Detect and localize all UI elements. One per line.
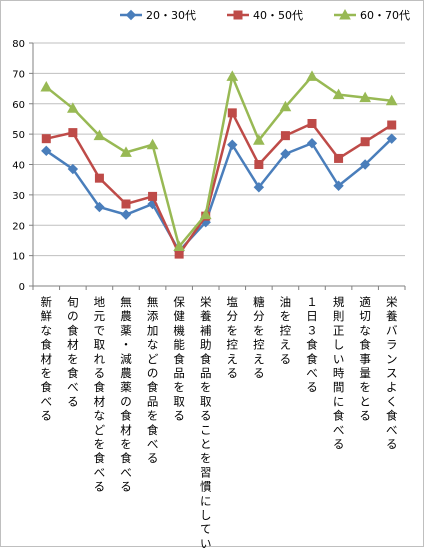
data-point (385, 94, 398, 106)
y-tick-label: 0 (19, 282, 25, 293)
legend-label: 60・70代 (360, 9, 410, 22)
data-point (173, 240, 185, 252)
data-point (94, 201, 105, 213)
data-point (280, 131, 290, 141)
legend-item: 60・70代 (334, 8, 410, 22)
data-point (333, 180, 344, 191)
data-point (120, 146, 132, 157)
legend-item: 40・50代 (227, 9, 303, 22)
data-point (386, 133, 397, 144)
x-tick-label: 栄養補助食品を取ることを習慣にしている (200, 295, 212, 549)
data-point (146, 138, 159, 150)
legend: 20・30代 40・50代 60・70代 (120, 8, 410, 22)
data-point (121, 199, 131, 209)
x-tick-label: 糖分を控える (253, 295, 265, 380)
y-tick-label: 40 (12, 161, 25, 172)
data-point (280, 148, 291, 160)
x-tick-label: １日３食食べる (306, 295, 318, 394)
data-point (332, 88, 345, 100)
data-point (334, 153, 344, 163)
x-tick-label: 新鮮な食材を食べる (41, 295, 53, 423)
series-lines (40, 70, 398, 259)
data-point (253, 134, 265, 145)
x-tick-label: 旬の食材を食べる (67, 295, 79, 408)
x-tick-label: 無農薬・減農薬の食材を食べる (120, 295, 132, 494)
data-point (120, 209, 132, 220)
x-tick-label: 油を控える (280, 295, 292, 366)
x-tick-label: 塩分を控える (227, 295, 239, 380)
data-point (306, 70, 318, 81)
legend-label: 40・50代 (253, 9, 303, 22)
y-tick-label: 60 (12, 100, 25, 111)
data-point (253, 182, 265, 193)
x-tick-label: 無添加などの食品を食べる (147, 295, 159, 465)
y-tick-label: 30 (12, 191, 25, 202)
data-point (67, 163, 79, 175)
series-line-1 (45, 137, 393, 253)
data-point (41, 145, 52, 157)
x-tick-label: 栄養バランスよく食べる (386, 295, 398, 451)
data-point (359, 159, 371, 170)
data-point (68, 128, 78, 138)
legend-label: 20・30代 (146, 9, 196, 22)
data-point (359, 91, 371, 103)
data-point (279, 100, 292, 112)
x-tick-labels: 新鮮な食材を食べる 旬の食材を食べる 地元で取れる食材などを食べる 無農薬・減農薬の食… (41, 295, 398, 549)
y-tick-label: 70 (12, 69, 25, 80)
gridlines (33, 42, 405, 257)
legend-marker (125, 9, 137, 21)
x-tick-label: 適切な食事量をとる (359, 295, 371, 423)
data-point (148, 191, 158, 201)
legend-marker (233, 10, 243, 20)
data-point (387, 120, 397, 130)
data-point (93, 129, 106, 141)
data-point (94, 173, 104, 183)
y-tick-label: 10 (12, 252, 25, 263)
x-tick-label: 保健機能食品を取る (173, 295, 185, 423)
data-point (41, 134, 51, 144)
legend-item: 20・30代 (120, 9, 196, 22)
data-point (174, 249, 184, 259)
data-point (67, 102, 79, 113)
x-tick-label: 地元で取れる食材などを食べる (94, 295, 106, 494)
y-tick-label: 50 (12, 130, 25, 141)
data-point (226, 70, 239, 81)
data-point (199, 208, 212, 220)
data-point (227, 139, 238, 150)
y-tick-label: 20 (12, 221, 25, 232)
legend-marker (339, 8, 351, 20)
data-point (40, 81, 53, 92)
data-point (227, 108, 237, 118)
x-tick-label: 規則正しい時間に食べる (333, 295, 345, 451)
data-point (307, 118, 317, 128)
data-point (306, 138, 318, 149)
data-point (360, 137, 370, 147)
y-tick-label: 80 (12, 39, 25, 50)
y-tick-labels: 0 10 20 30 40 50 60 70 80 (12, 39, 25, 293)
data-point (254, 160, 264, 169)
axes (29, 42, 406, 290)
